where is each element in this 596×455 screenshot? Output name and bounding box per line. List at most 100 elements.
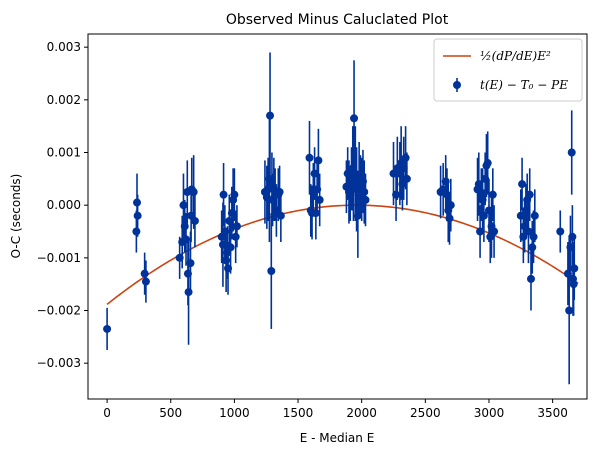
data-marker xyxy=(231,232,240,241)
data-point xyxy=(314,128,323,193)
data-marker xyxy=(360,188,369,197)
data-marker xyxy=(525,190,534,199)
data-point xyxy=(524,199,533,264)
x-tick-label: 3500 xyxy=(537,406,568,420)
x-tick-label: 500 xyxy=(159,406,182,420)
data-marker xyxy=(529,232,538,241)
data-point xyxy=(133,194,142,237)
y-tick-label: −0.002 xyxy=(37,304,81,318)
data-marker xyxy=(190,216,199,225)
data-point xyxy=(490,205,499,258)
data-point xyxy=(488,168,497,221)
data-point xyxy=(567,110,576,195)
data-marker xyxy=(483,159,492,168)
data-marker xyxy=(445,214,454,223)
data-marker xyxy=(184,288,193,297)
data-point xyxy=(140,252,149,295)
data-marker xyxy=(490,227,499,236)
data-marker xyxy=(179,201,188,210)
data-marker xyxy=(350,114,359,123)
data-point xyxy=(526,247,535,311)
x-tick-label: 3000 xyxy=(474,406,505,420)
data-marker xyxy=(526,274,535,283)
data-marker xyxy=(488,190,497,199)
data-marker xyxy=(305,153,314,162)
data-marker xyxy=(232,222,241,231)
legend-data-swatch-marker xyxy=(453,81,461,89)
data-marker xyxy=(189,188,198,197)
x-tick-label: 2500 xyxy=(410,406,441,420)
data-marker xyxy=(266,111,275,120)
y-axis-ticks: −0.003 −0.002 −0.001 0.000 0.001 0.002 0.003 xyxy=(37,40,88,370)
errorbar-layer xyxy=(103,52,579,385)
data-point xyxy=(226,220,235,274)
x-tick-label: 0 xyxy=(103,406,111,420)
x-axis-ticks: 0 500 1000 1500 2000 2500 3000 3500 xyxy=(103,399,568,420)
data-marker xyxy=(219,190,228,199)
data-point xyxy=(402,152,411,206)
data-marker xyxy=(314,156,323,165)
chart-title: Observed Minus Caluclated Plot xyxy=(226,12,449,28)
data-point xyxy=(219,163,228,227)
data-marker xyxy=(568,232,577,241)
y-tick-label: −0.003 xyxy=(37,356,81,370)
x-tick-label: 2000 xyxy=(346,406,377,420)
data-point xyxy=(446,178,455,232)
data-point xyxy=(103,307,112,351)
legend: ½(dP/dE)E² t(E) − T₀ − PE xyxy=(433,38,583,102)
data-marker xyxy=(267,267,276,276)
legend-data-label: t(E) − T₀ − PE xyxy=(480,78,568,92)
x-tick-label: 1500 xyxy=(283,406,314,420)
data-point xyxy=(276,189,285,243)
data-point xyxy=(141,260,150,303)
data-marker xyxy=(315,195,324,204)
data-marker xyxy=(565,306,574,315)
data-marker xyxy=(567,148,576,157)
data-marker xyxy=(570,264,579,273)
data-point xyxy=(530,189,539,243)
data-marker xyxy=(275,188,284,197)
legend-box xyxy=(433,38,583,102)
x-tick-label: 1000 xyxy=(219,406,250,420)
y-tick-label: 0.001 xyxy=(47,146,81,160)
data-marker xyxy=(311,209,320,218)
data-point xyxy=(315,173,324,227)
data-point xyxy=(361,173,370,227)
data-point xyxy=(518,157,527,211)
data-marker xyxy=(392,190,401,199)
data-point xyxy=(190,194,199,248)
data-point xyxy=(570,236,579,300)
data-point xyxy=(305,120,314,195)
data-marker xyxy=(226,243,235,252)
data-point xyxy=(230,168,239,221)
data-marker xyxy=(479,211,488,220)
data-marker xyxy=(361,195,370,204)
data-point xyxy=(479,189,488,243)
y-tick-label: 0.002 xyxy=(47,93,81,107)
data-point xyxy=(267,213,276,329)
data-marker xyxy=(402,174,411,183)
data-point xyxy=(565,236,574,385)
y-axis-label: O-C (seconds) xyxy=(9,174,23,259)
y-tick-label: −0.001 xyxy=(37,251,81,265)
data-marker xyxy=(528,243,537,252)
data-marker xyxy=(524,227,533,236)
y-tick-label: 0.000 xyxy=(47,198,81,212)
data-point xyxy=(525,168,534,221)
data-marker xyxy=(103,324,112,333)
data-marker xyxy=(530,211,539,220)
data-marker xyxy=(140,269,149,278)
data-marker xyxy=(141,277,150,286)
data-point xyxy=(189,155,198,229)
data-point xyxy=(483,131,492,195)
data-marker xyxy=(518,180,527,189)
data-marker xyxy=(276,211,285,220)
data-point xyxy=(556,210,565,253)
data-point xyxy=(266,52,275,179)
x-axis-label: E - Median E xyxy=(300,431,375,445)
data-marker xyxy=(222,256,231,265)
data-marker xyxy=(133,211,142,220)
data-marker xyxy=(556,227,565,236)
legend-fit-label: ½(dP/dE)E² xyxy=(480,49,551,63)
